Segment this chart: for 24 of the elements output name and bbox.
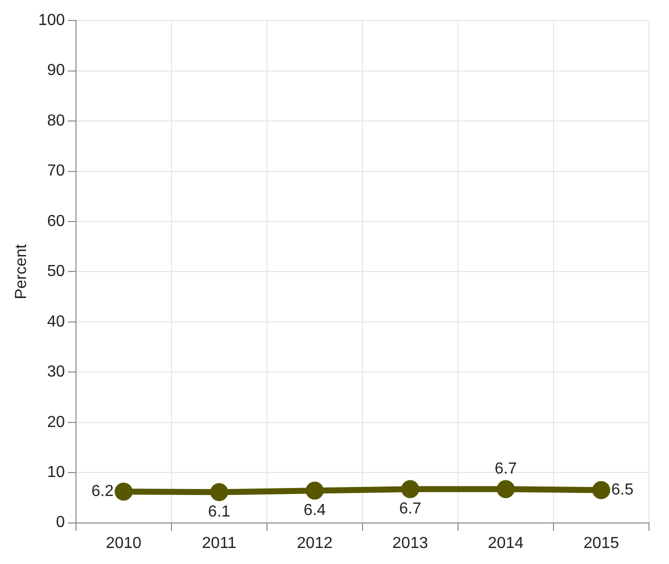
y-tick-label: 10 bbox=[47, 464, 65, 481]
x-tick-label: 2013 bbox=[392, 534, 428, 552]
data-label: 6.4 bbox=[304, 502, 326, 520]
x-tick-label: 2010 bbox=[106, 534, 142, 552]
y-tick-label: 50 bbox=[47, 263, 65, 280]
y-tick-label: 0 bbox=[56, 514, 65, 532]
data-label: 6.5 bbox=[611, 482, 634, 499]
y-tick-label: 40 bbox=[47, 313, 65, 330]
y-tick-label: 30 bbox=[47, 364, 65, 381]
y-axis-title: Percent bbox=[13, 244, 30, 300]
x-tick-label: 2014 bbox=[488, 534, 524, 552]
y-tick-label: 70 bbox=[47, 162, 65, 180]
y-tick-label: 60 bbox=[47, 212, 65, 230]
y-tick-label: 20 bbox=[47, 414, 65, 431]
data-label: 6.7 bbox=[494, 460, 517, 478]
y-tick-label: 100 bbox=[38, 12, 65, 30]
data-label: 6.7 bbox=[399, 500, 422, 518]
data-label: 6.2 bbox=[91, 483, 114, 500]
x-tick-label: 2015 bbox=[583, 534, 620, 552]
x-tick-label: 2012 bbox=[296, 534, 333, 552]
y-tick-label: 90 bbox=[47, 62, 65, 80]
data-label: 6.1 bbox=[208, 504, 230, 521]
y-tick-label: 80 bbox=[47, 112, 65, 130]
x-tick-label: 2011 bbox=[202, 534, 236, 552]
